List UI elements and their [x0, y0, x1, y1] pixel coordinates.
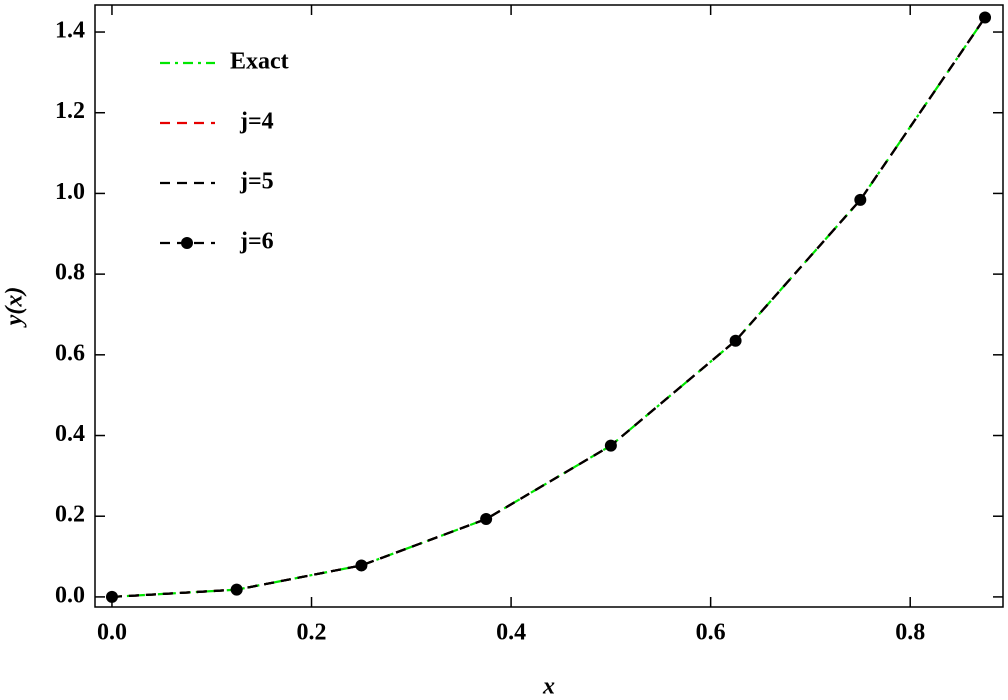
- y-tick-label: 0.2: [55, 502, 85, 528]
- legend-marker: [181, 237, 193, 249]
- legend-label: Exact: [230, 49, 289, 75]
- series-line: [111, 16, 986, 599]
- point: [604, 439, 617, 452]
- point: [979, 11, 992, 24]
- series-line: [111, 16, 986, 599]
- y-axis-label: y(x): [2, 287, 28, 329]
- point: [480, 513, 493, 526]
- y-tick-label: 0.8: [55, 260, 85, 286]
- point: [230, 583, 243, 596]
- x-tick-label: 0.4: [496, 620, 526, 646]
- legend-label: j=6: [239, 229, 274, 255]
- series-line: [111, 16, 986, 599]
- y-tick-label: 0.0: [55, 582, 85, 608]
- y-tick-label: 1.0: [55, 179, 85, 205]
- x-tick-label: 0.0: [97, 620, 127, 646]
- x-axis-label: x: [542, 674, 555, 700]
- legend-label: j=4: [239, 109, 274, 135]
- point: [729, 334, 742, 347]
- point: [355, 559, 368, 572]
- x-tick-label: 0.6: [696, 620, 726, 646]
- y-tick-label: 1.2: [55, 98, 85, 124]
- y-tick-label: 0.4: [55, 421, 85, 447]
- plot-frame: [94, 4, 1004, 608]
- legend-label: j=5: [239, 169, 274, 195]
- x-tick-label: 0.8: [895, 620, 925, 646]
- x-tick-label: 0.2: [297, 620, 327, 646]
- y-tick-label: 0.6: [55, 340, 85, 366]
- point: [105, 590, 118, 603]
- series-line: [111, 16, 986, 599]
- point: [854, 193, 867, 206]
- y-tick-label: 1.4: [55, 18, 85, 44]
